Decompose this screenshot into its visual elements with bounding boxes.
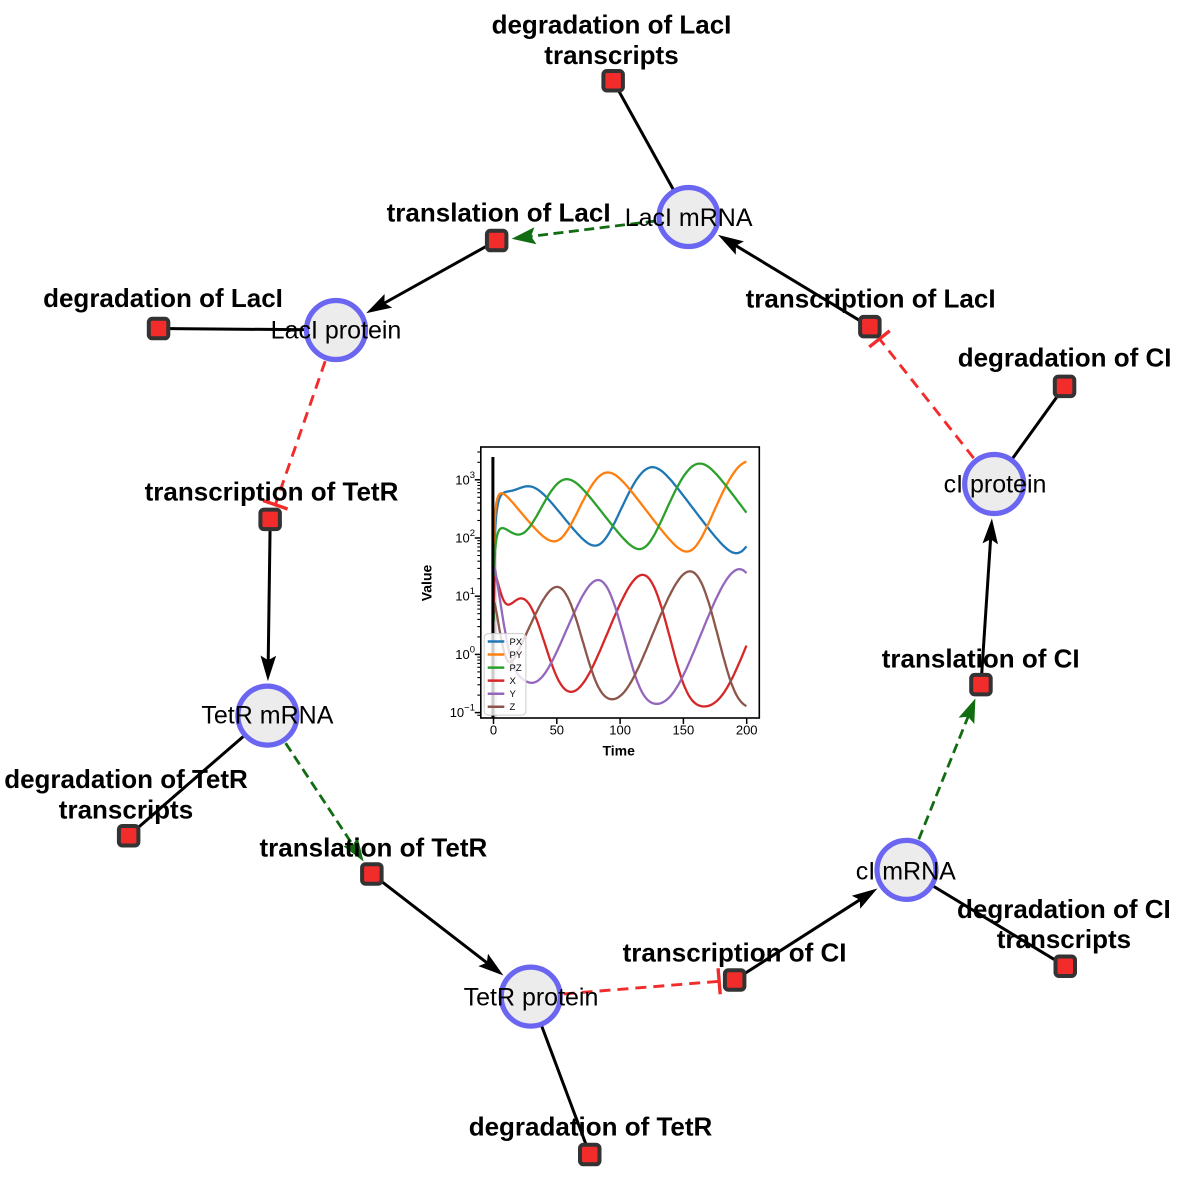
svg-text:transcription of LacI: transcription of LacI xyxy=(746,284,996,314)
svg-text:transcripts: transcripts xyxy=(59,794,193,824)
svg-text:translation of TetR: translation of TetR xyxy=(260,832,488,862)
svg-text:translation of LacI: translation of LacI xyxy=(387,198,611,228)
svg-text:degradation of LacI: degradation of LacI xyxy=(43,283,283,313)
svg-text:degradation of TetR: degradation of TetR xyxy=(469,1112,713,1142)
svg-text:PY: PY xyxy=(510,650,523,661)
svg-text:TetR protein: TetR protein xyxy=(464,984,599,1012)
svg-text:translation of CI: translation of CI xyxy=(882,643,1080,673)
svg-text:Y: Y xyxy=(510,689,517,700)
svg-text:degradation of LacI: degradation of LacI xyxy=(492,10,732,40)
svg-text:Z: Z xyxy=(510,702,516,713)
svg-text:150: 150 xyxy=(673,723,695,738)
svg-text:TetR mRNA: TetR mRNA xyxy=(201,702,333,730)
svg-text:transcripts: transcripts xyxy=(544,40,678,70)
svg-text:Time: Time xyxy=(602,743,635,759)
svg-text:0: 0 xyxy=(490,723,497,738)
svg-text:degradation of TetR: degradation of TetR xyxy=(4,764,248,794)
svg-text:Value: Value xyxy=(419,565,435,602)
svg-text:PZ: PZ xyxy=(510,663,522,674)
svg-text:200: 200 xyxy=(736,723,758,738)
svg-text:50: 50 xyxy=(550,723,564,738)
svg-text:degradation of CI: degradation of CI xyxy=(957,894,1171,924)
svg-text:transcripts: transcripts xyxy=(997,924,1131,954)
svg-text:transcription of TetR: transcription of TetR xyxy=(145,476,399,506)
svg-text:degradation of CI: degradation of CI xyxy=(958,343,1172,373)
svg-text:cI mRNA: cI mRNA xyxy=(856,858,956,886)
svg-text:LacI mRNA: LacI mRNA xyxy=(625,204,753,232)
svg-text:cI protein: cI protein xyxy=(944,471,1047,499)
svg-text:LacI protein: LacI protein xyxy=(271,317,402,345)
svg-text:PX: PX xyxy=(510,637,523,648)
svg-text:100: 100 xyxy=(609,723,631,738)
svg-text:X: X xyxy=(510,676,517,687)
svg-text:transcription of CI: transcription of CI xyxy=(623,937,847,967)
